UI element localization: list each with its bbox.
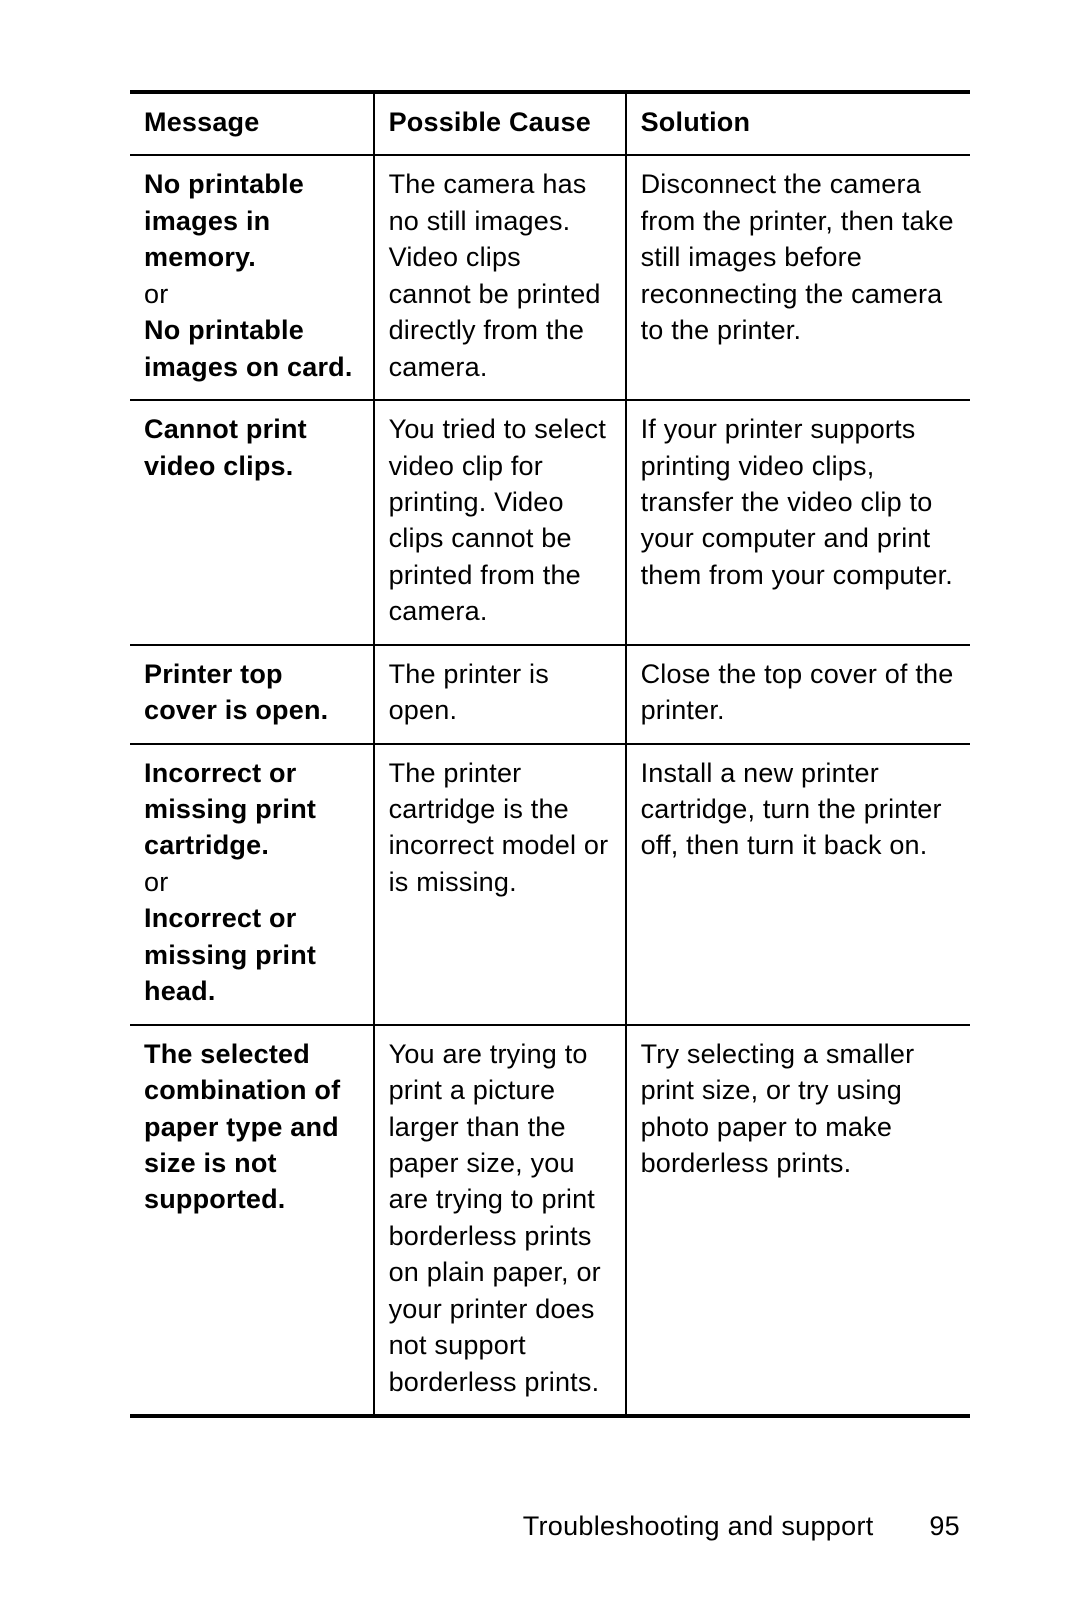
document-page: Message Possible Cause Solution No print… bbox=[0, 0, 1080, 1620]
footer-page-number: 95 bbox=[929, 1511, 960, 1541]
table-header-row: Message Possible Cause Solution bbox=[130, 92, 970, 155]
cell-cause: You are trying to print a picture larger… bbox=[374, 1025, 626, 1416]
cell-solution: Try selecting a smaller print size, or t… bbox=[626, 1025, 970, 1416]
message-text: No printable images in memory. bbox=[144, 166, 359, 275]
cell-cause: The camera has no still images. Video cl… bbox=[374, 155, 626, 400]
cell-solution: Close the top cover of the printer. bbox=[626, 645, 970, 744]
cell-solution: Disconnect the camera from the printer, … bbox=[626, 155, 970, 400]
message-text: Incorrect or missing print cartridge. bbox=[144, 755, 359, 864]
message-or: or bbox=[144, 276, 359, 312]
header-solution: Solution bbox=[626, 92, 970, 155]
message-text: Cannot print video clips. bbox=[144, 411, 359, 484]
footer-section-title: Troubleshooting and support bbox=[523, 1511, 874, 1541]
table-row: Cannot print video clips.You tried to se… bbox=[130, 400, 970, 645]
cell-message: Cannot print video clips. bbox=[130, 400, 374, 645]
table-row: The selected combination of paper type a… bbox=[130, 1025, 970, 1416]
table-body: No printable images in memory.orNo print… bbox=[130, 155, 970, 1416]
message-text: The selected combination of paper type a… bbox=[144, 1036, 359, 1218]
cell-message: Printer top cover is open. bbox=[130, 645, 374, 744]
cell-message: No printable images in memory.orNo print… bbox=[130, 155, 374, 400]
troubleshooting-table: Message Possible Cause Solution No print… bbox=[130, 90, 970, 1418]
page-footer: Troubleshooting and support 95 bbox=[523, 1511, 960, 1542]
cell-solution: Install a new printer cartridge, turn th… bbox=[626, 744, 970, 1025]
message-or: or bbox=[144, 864, 359, 900]
cell-message: Incorrect or missing print cartridge.orI… bbox=[130, 744, 374, 1025]
table-row: Incorrect or missing print cartridge.orI… bbox=[130, 744, 970, 1025]
message-text: No printable images on card. bbox=[144, 312, 359, 385]
cell-solution: If your printer supports printing video … bbox=[626, 400, 970, 645]
cell-cause: The printer cartridge is the incorrect m… bbox=[374, 744, 626, 1025]
message-text: Incorrect or missing print head. bbox=[144, 900, 359, 1009]
header-cause: Possible Cause bbox=[374, 92, 626, 155]
table-row: Printer top cover is open.The printer is… bbox=[130, 645, 970, 744]
message-text: Printer top cover is open. bbox=[144, 656, 359, 729]
header-message: Message bbox=[130, 92, 374, 155]
table-row: No printable images in memory.orNo print… bbox=[130, 155, 970, 400]
cell-cause: The printer is open. bbox=[374, 645, 626, 744]
cell-cause: You tried to select video clip for print… bbox=[374, 400, 626, 645]
cell-message: The selected combination of paper type a… bbox=[130, 1025, 374, 1416]
